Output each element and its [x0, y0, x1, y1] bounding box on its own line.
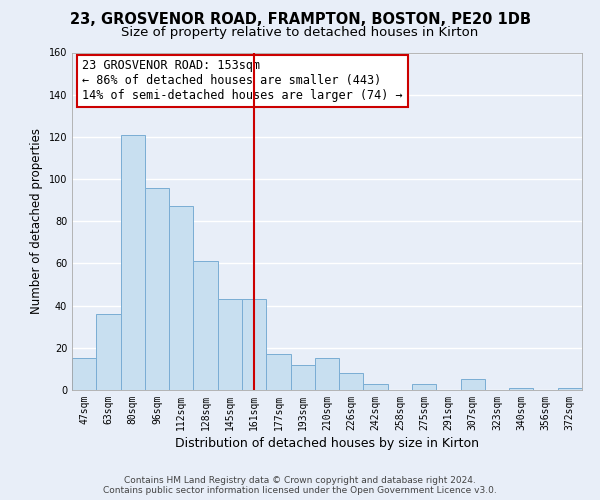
Bar — [145, 188, 169, 390]
Bar — [193, 262, 218, 390]
Bar — [96, 314, 121, 390]
Bar — [461, 380, 485, 390]
Bar — [364, 384, 388, 390]
Text: 23 GROSVENOR ROAD: 153sqm
← 86% of detached houses are smaller (443)
14% of semi: 23 GROSVENOR ROAD: 153sqm ← 86% of detac… — [82, 59, 403, 102]
Bar — [72, 358, 96, 390]
Text: Contains HM Land Registry data © Crown copyright and database right 2024.
Contai: Contains HM Land Registry data © Crown c… — [103, 476, 497, 495]
Bar — [169, 206, 193, 390]
Text: Size of property relative to detached houses in Kirton: Size of property relative to detached ho… — [121, 26, 479, 39]
Bar — [558, 388, 582, 390]
Bar — [412, 384, 436, 390]
Bar — [121, 135, 145, 390]
Text: 23, GROSVENOR ROAD, FRAMPTON, BOSTON, PE20 1DB: 23, GROSVENOR ROAD, FRAMPTON, BOSTON, PE… — [70, 12, 530, 28]
X-axis label: Distribution of detached houses by size in Kirton: Distribution of detached houses by size … — [175, 437, 479, 450]
Bar — [266, 354, 290, 390]
Bar — [509, 388, 533, 390]
Bar — [339, 373, 364, 390]
Bar — [242, 300, 266, 390]
Y-axis label: Number of detached properties: Number of detached properties — [30, 128, 43, 314]
Bar — [290, 364, 315, 390]
Bar — [315, 358, 339, 390]
Bar — [218, 300, 242, 390]
